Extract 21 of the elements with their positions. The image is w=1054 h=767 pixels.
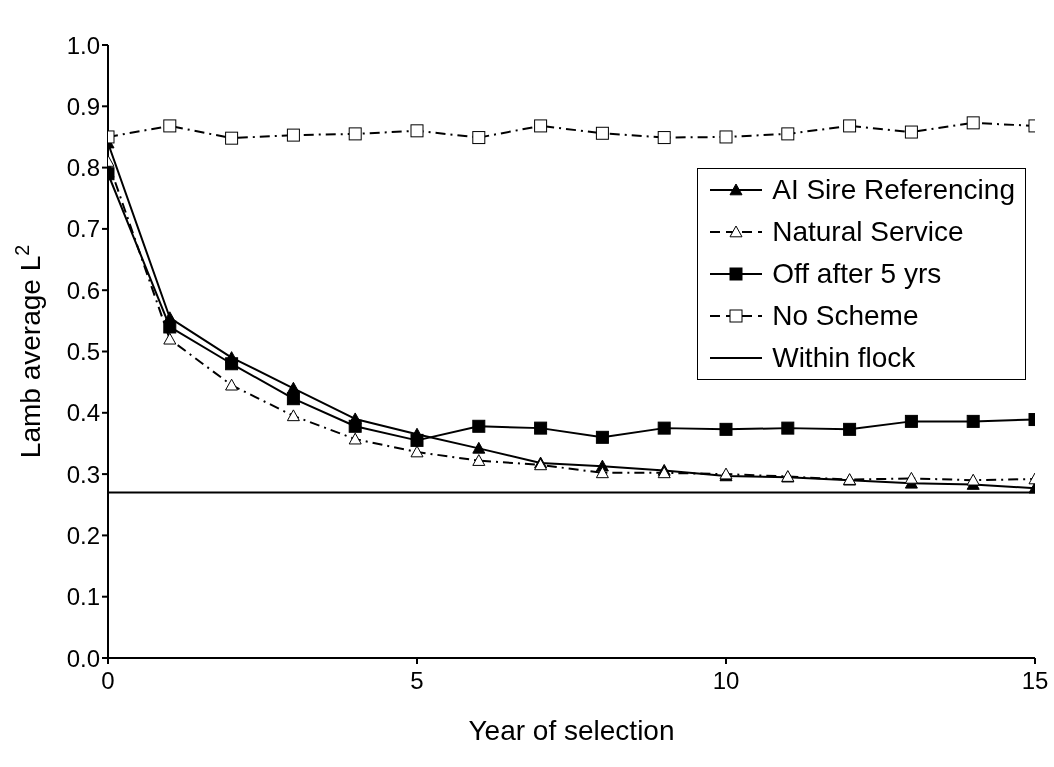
- x-tick-label: 10: [712, 667, 740, 695]
- y-tick-label: 0.5: [66, 338, 100, 366]
- legend-label: AI Sire Referencing: [772, 174, 1015, 206]
- y-tick-label: 0.2: [66, 521, 100, 549]
- x-tick-label: 15: [1021, 667, 1049, 695]
- legend-label: Off after 5 yrs: [772, 258, 942, 290]
- y-tick-label: 0.3: [66, 460, 100, 488]
- legend-label: Within flock: [772, 342, 916, 374]
- legend-label: Natural Service: [772, 216, 964, 248]
- y-tick-label: 0.4: [66, 399, 100, 427]
- x-tick-label: 5: [410, 667, 424, 695]
- y-tick-label: 0.8: [66, 154, 100, 182]
- y-tick-label: 0.7: [66, 215, 100, 243]
- y-tick-label: 0.1: [66, 583, 100, 611]
- y-tick-label: 1.0: [66, 31, 100, 59]
- y-tick-label: 0.9: [66, 92, 100, 120]
- x-tick-label: 0: [101, 667, 115, 695]
- x-axis-title: Year of selection: [468, 715, 675, 746]
- y-tick-label: 0.0: [66, 644, 100, 672]
- y-tick-label: 0.6: [66, 276, 100, 304]
- legend-label: No Scheme: [772, 300, 919, 332]
